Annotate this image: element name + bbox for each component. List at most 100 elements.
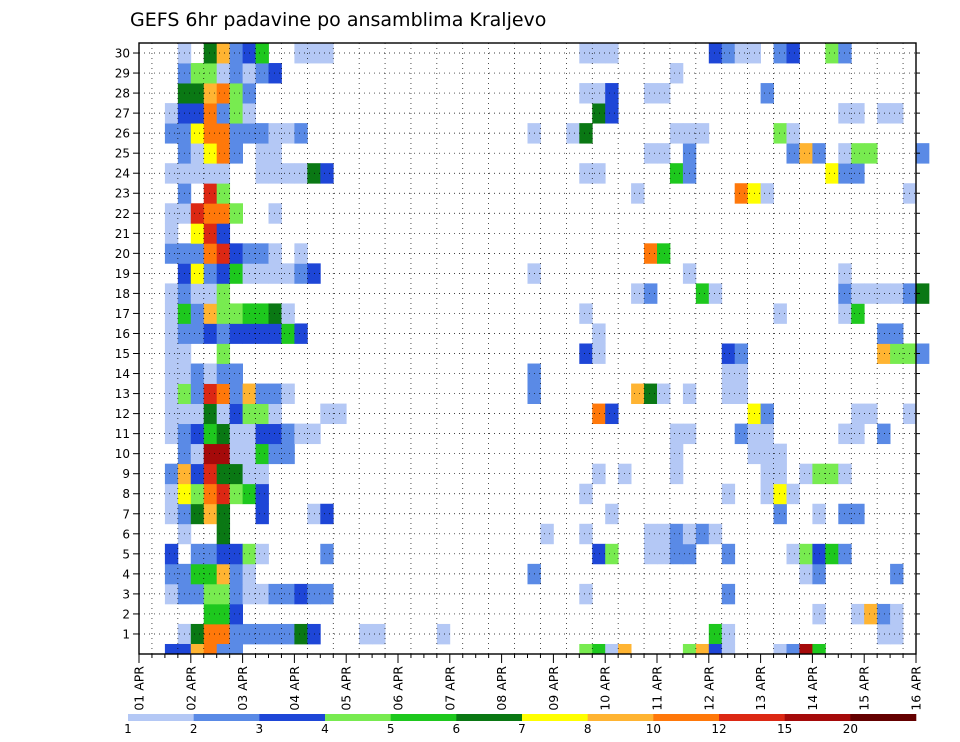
- heatmap-cell: [203, 503, 218, 525]
- color-bar-label: 7: [518, 722, 526, 736]
- heatmap-cell: [851, 423, 865, 445]
- heatmap-cell: [268, 303, 282, 324]
- x-tick-label: 13 APR: [753, 666, 768, 711]
- heatmap-cell: [268, 163, 282, 184]
- heatmap-cell: [579, 583, 593, 605]
- heatmap-cell: [203, 603, 218, 625]
- heatmap-cell: [229, 463, 243, 485]
- heatmap-cell: [203, 223, 218, 244]
- heatmap-cell: [760, 463, 774, 485]
- heatmap-cell: [760, 83, 774, 104]
- heatmap-cell: [216, 483, 231, 505]
- heatmap-cell: [592, 403, 606, 425]
- heatmap-cell: [255, 423, 269, 445]
- heatmap-cell: [255, 503, 269, 525]
- heatmap-cell: [708, 623, 723, 645]
- heatmap-cell: [203, 163, 218, 184]
- color-bar-segment: [456, 714, 523, 721]
- heatmap-cell: [579, 123, 593, 144]
- heatmap-cell: [669, 543, 684, 565]
- y-tick-label: 2: [122, 607, 130, 621]
- heatmap-cell: [605, 103, 619, 124]
- heatmap-cell: [566, 123, 580, 144]
- heatmap-cell: [190, 103, 205, 124]
- heatmap-cell: [786, 483, 800, 505]
- heatmap-cell: [734, 183, 749, 204]
- heatmap-cell: [851, 503, 865, 525]
- heatmap-cell: [164, 463, 179, 485]
- heatmap-cell: [708, 643, 723, 654]
- x-tick-label: 09 APR: [546, 666, 561, 711]
- heatmap-cell: [229, 83, 243, 104]
- heatmap-cell: [216, 563, 231, 585]
- heatmap-cell: [216, 123, 231, 144]
- heatmap-cell: [851, 163, 865, 184]
- heatmap-cell: [190, 443, 205, 465]
- heatmap-cell: [695, 643, 710, 654]
- heatmap-cell: [203, 63, 218, 84]
- heatmap-cell: [773, 443, 787, 465]
- heatmap-cell: [721, 363, 736, 384]
- heatmap-cell: [203, 43, 218, 64]
- heatmap-cell: [294, 323, 308, 344]
- heatmap-cell: [890, 103, 904, 124]
- heatmap-cell: [255, 63, 269, 84]
- heatmap-cell: [229, 123, 243, 144]
- heatmap-cell: [203, 463, 218, 485]
- heatmap-cell: [229, 443, 243, 465]
- heatmap-cell: [164, 583, 179, 605]
- heatmap-cell: [760, 443, 774, 465]
- heatmap-cell: [579, 43, 593, 64]
- heatmap-cell: [164, 303, 179, 324]
- y-tick-label: 15: [115, 347, 130, 361]
- heatmap-cell: [644, 523, 658, 545]
- heatmap-cell: [825, 43, 839, 64]
- heatmap-cell: [773, 43, 787, 64]
- heatmap-cell: [216, 383, 231, 404]
- heatmap-cell: [229, 643, 243, 654]
- heatmap-cell: [164, 403, 179, 425]
- heatmap-cell: [216, 503, 231, 525]
- heatmap-cell: [190, 323, 205, 344]
- heatmap-cell: [799, 463, 813, 485]
- x-tick-label: 03 APR: [235, 666, 250, 711]
- heatmap-cell: [657, 543, 671, 565]
- y-tick-label: 8: [122, 487, 130, 501]
- heatmap-cell: [890, 343, 904, 364]
- color-bar-label: 3: [256, 722, 264, 736]
- heatmap-cell: [851, 283, 865, 304]
- heatmap-cell: [190, 363, 205, 384]
- heatmap-cell: [255, 323, 269, 344]
- heatmap-cell: [203, 203, 218, 224]
- color-bar-segment: [325, 714, 391, 721]
- y-tick-label: 23: [115, 187, 130, 201]
- heatmap-cell: [229, 483, 243, 505]
- heatmap-cell: [281, 323, 295, 344]
- heatmap-cell: [216, 603, 231, 625]
- heatmap-cell: [203, 623, 218, 645]
- y-tick-label: 6: [122, 527, 130, 541]
- heatmap-cell: [190, 383, 205, 404]
- heatmap-cell: [760, 423, 774, 445]
- heatmap-cell: [255, 543, 269, 565]
- heatmap-cell: [164, 123, 179, 144]
- heatmap-cell: [669, 523, 684, 545]
- heatmap-cell: [190, 483, 205, 505]
- heatmap-cell: [579, 303, 593, 324]
- heatmap-cell: [540, 523, 554, 545]
- heatmap-cell: [281, 383, 295, 404]
- x-tick-label: 08 APR: [494, 666, 509, 711]
- heatmap-cell: [229, 303, 243, 324]
- heatmap-cell: [320, 163, 334, 184]
- heatmap-cell: [255, 143, 269, 164]
- heatmap-cell: [268, 623, 282, 645]
- heatmap-cell: [190, 503, 205, 525]
- heatmap-cell: [592, 543, 606, 565]
- y-tick-label: 9: [122, 467, 130, 481]
- heatmap-cell: [203, 183, 218, 204]
- heatmap-cell: [281, 123, 295, 144]
- heatmap-cell: [190, 123, 205, 144]
- heatmap-cell: [216, 43, 231, 64]
- heatmap-cell: [190, 423, 205, 445]
- heatmap-cell: [877, 283, 891, 304]
